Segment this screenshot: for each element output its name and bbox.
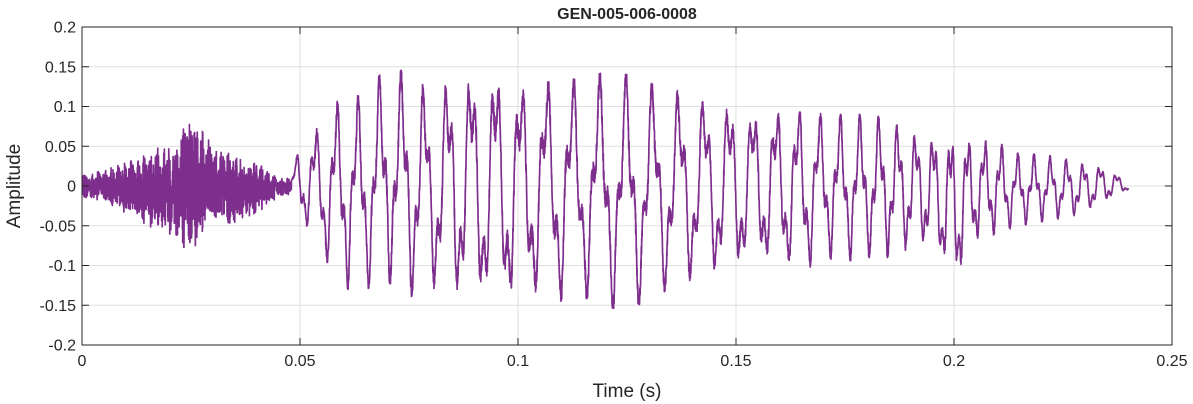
x-tick-label: 0.25 (1156, 353, 1187, 370)
x-tick-label: 0.2 (943, 353, 965, 370)
chart-title: GEN-005-006-0008 (557, 6, 697, 23)
x-tick-label: 0 (78, 353, 87, 370)
x-tick-label: 0.1 (507, 353, 529, 370)
y-tick-label: 0.15 (45, 59, 76, 76)
y-axis-ticks: 0.2 0.15 0.1 0.05 0 -0.05 -0.1 -0.15 -0.2 (40, 20, 1172, 355)
y-tick-label: -0.15 (40, 298, 77, 315)
y-tick-label: 0.1 (54, 99, 76, 116)
y-tick-label: -0.2 (48, 338, 76, 355)
y-tick-label: 0 (67, 179, 76, 196)
x-axis-ticks: 0 0.05 0.1 0.15 0.2 0.25 (78, 27, 1188, 370)
x-tick-label: 0.05 (284, 353, 315, 370)
y-tick-label: 0.05 (45, 139, 76, 156)
y-tick-label: -0.1 (48, 258, 76, 275)
y-tick-label: 0.2 (54, 20, 76, 37)
x-tick-label: 0.15 (720, 353, 751, 370)
waveform-line (82, 69, 1130, 310)
x-axis-label: Time (s) (593, 381, 662, 402)
y-tick-label: -0.05 (40, 218, 77, 235)
y-axis-label: Amplitude (4, 144, 25, 229)
